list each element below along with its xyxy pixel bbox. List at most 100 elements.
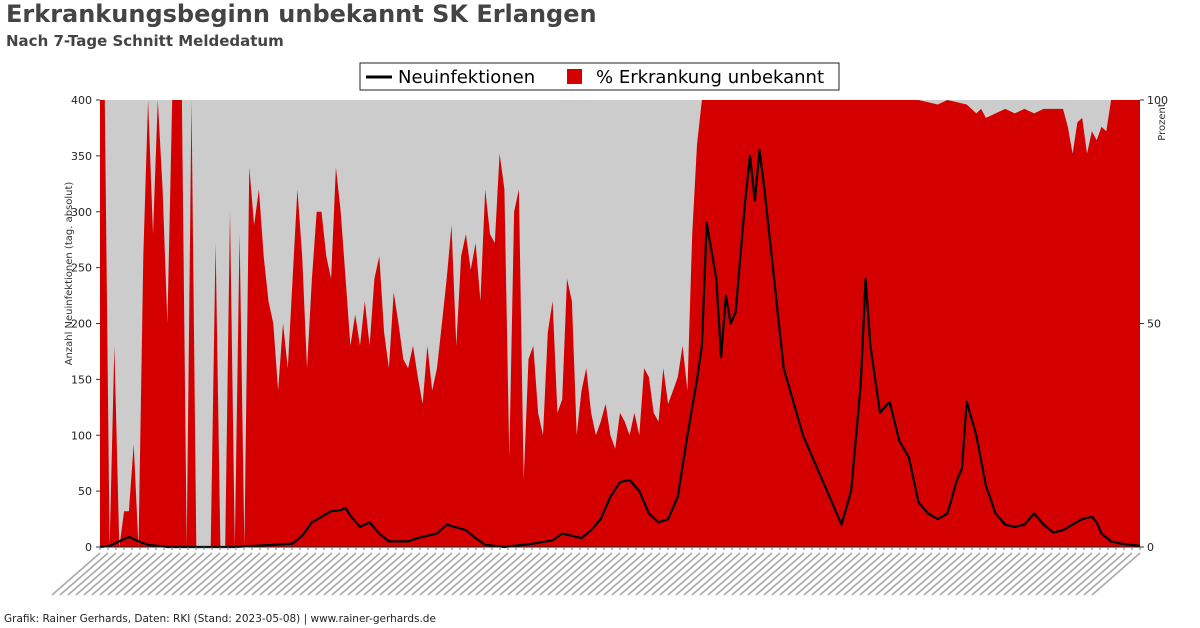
x-tick-label-mark: [227, 552, 277, 596]
legend-label-neuinfektionen: Neuinfektionen: [398, 67, 535, 88]
y-axis-right-label: Prozent: [1157, 103, 1168, 141]
x-tick-label-mark: [939, 552, 989, 596]
chart-subtitle: Nach 7-Tage Schnitt Meldedatum: [6, 32, 284, 50]
x-tick-label-mark: [723, 552, 773, 596]
x-tick-label-mark: [451, 552, 501, 596]
x-tick-label-mark: [403, 552, 453, 596]
legend-label-erkrankung-unbekannt: % Erkrankung unbekannt: [596, 67, 824, 88]
x-tick-label-mark: [499, 552, 549, 596]
x-tick-label-mark: [203, 552, 253, 596]
x-tick-label-mark: [51, 552, 101, 596]
x-tick-label-mark: [947, 552, 997, 596]
x-tick-label-mark: [83, 552, 133, 596]
x-tick-label-mark: [1011, 552, 1061, 596]
x-tick-label-mark: [475, 552, 525, 596]
x-tick-label-mark: [843, 552, 893, 596]
x-tick-label-mark: [699, 552, 749, 596]
x-tick-label-mark: [171, 552, 221, 596]
x-tick-label-mark: [555, 552, 605, 596]
x-tick-label-mark: [467, 552, 517, 596]
x-tick-label-mark: [299, 552, 349, 596]
x-tick-label-mark: [1051, 552, 1101, 596]
x-tick-label-mark: [731, 552, 781, 596]
x-tick-label-mark: [851, 552, 901, 596]
x-tick-label-mark: [363, 552, 413, 596]
x-tick-label-mark: [515, 552, 565, 596]
x-tick-label-mark: [1075, 552, 1125, 596]
y-right-tick-label: 100: [1147, 94, 1168, 107]
x-tick-label-mark: [563, 552, 613, 596]
x-tick-label-mark: [987, 552, 1037, 596]
legend: Neuinfektionen % Erkrankung unbekannt: [359, 62, 840, 91]
x-tick-label-mark: [643, 552, 693, 596]
x-tick-label-mark: [371, 552, 421, 596]
x-tick-label-mark: [907, 552, 957, 596]
x-tick-label-mark: [811, 552, 861, 596]
x-tick-label-mark: [651, 552, 701, 596]
x-tick-label-mark: [123, 552, 173, 596]
x-tick-label-mark: [147, 552, 197, 596]
x-tick-label-mark: [59, 552, 109, 596]
x-tick-label-mark: [971, 552, 1021, 596]
x-tick-label-mark: [955, 552, 1005, 596]
x-tick-label-mark: [283, 552, 333, 596]
x-tick-label-mark: [131, 552, 181, 596]
x-tick-label-mark: [459, 552, 509, 596]
y-axis-left-label: Anzahl Neuinfektionen (tag. absolut): [64, 182, 75, 366]
x-tick-label-mark: [91, 552, 141, 596]
x-tick-label-mark: [347, 552, 397, 596]
x-tick-label-mark: [275, 552, 325, 596]
x-tick-label-mark: [251, 552, 301, 596]
x-tick-label-mark: [411, 552, 461, 596]
x-tick-label-mark: [491, 552, 541, 596]
x-tick-label-mark: [747, 552, 797, 596]
x-tick-label-mark: [315, 552, 365, 596]
x-tick-label-mark: [635, 552, 685, 596]
y-left-tick-label: 100: [71, 429, 92, 442]
x-tick-label-mark: [819, 552, 869, 596]
x-tick-label-mark: [715, 552, 765, 596]
y-left-tick-label: 250: [71, 262, 92, 275]
x-tick-label-mark: [1035, 552, 1085, 596]
x-tick-label-mark: [139, 552, 189, 596]
x-tick-label-mark: [603, 552, 653, 596]
x-tick-label-mark: [771, 552, 821, 596]
x-tick-label-mark: [99, 552, 149, 596]
y-axis-left: 0 50 100 150 200 250 300 350 400: [71, 94, 100, 554]
x-tick-label-mark: [427, 552, 477, 596]
x-tick-label-mark: [571, 552, 621, 596]
x-tick-label-mark: [1083, 552, 1133, 596]
x-tick-label-mark: [107, 552, 157, 596]
x-tick-label-mark: [195, 552, 245, 596]
x-tick-label-mark: [259, 552, 309, 596]
x-tick-label-mark: [875, 552, 925, 596]
x-tick-label-mark: [979, 552, 1029, 596]
x-tick-label-mark: [899, 552, 949, 596]
x-tick-label-mark: [531, 552, 581, 596]
x-tick-label-mark: [683, 552, 733, 596]
y-axis-right: 0 50 100: [1140, 94, 1168, 554]
legend-area-swatch: [567, 69, 582, 84]
x-tick-label-mark: [611, 552, 661, 596]
x-tick-label-mark: [483, 552, 533, 596]
x-tick-label-mark: [115, 552, 165, 596]
x-tick-label-mark: [707, 552, 757, 596]
x-tick-label-mark: [307, 552, 357, 596]
x-tick-label-mark: [619, 552, 669, 596]
x-tick-label-mark: [587, 552, 637, 596]
x-tick-label-mark: [219, 552, 269, 596]
x-tick-label-mark: [795, 552, 845, 596]
x-tick-label-mark: [387, 552, 437, 596]
x-tick-label-mark: [827, 552, 877, 596]
x-tick-label-mark: [1043, 552, 1093, 596]
x-tick-label-mark: [523, 552, 573, 596]
x-tick-label-mark: [155, 552, 205, 596]
y-left-tick-label: 200: [71, 318, 92, 331]
x-tick-label-mark: [675, 552, 725, 596]
x-tick-label-mark: [691, 552, 741, 596]
x-tick-label-mark: [883, 552, 933, 596]
footer-credit: Grafik: Rainer Gerhards, Daten: RKI (Sta…: [4, 613, 436, 625]
x-tick-label-mark: [763, 552, 813, 596]
y-right-tick-label: 0: [1147, 541, 1154, 554]
x-tick-label-mark: [179, 552, 229, 596]
